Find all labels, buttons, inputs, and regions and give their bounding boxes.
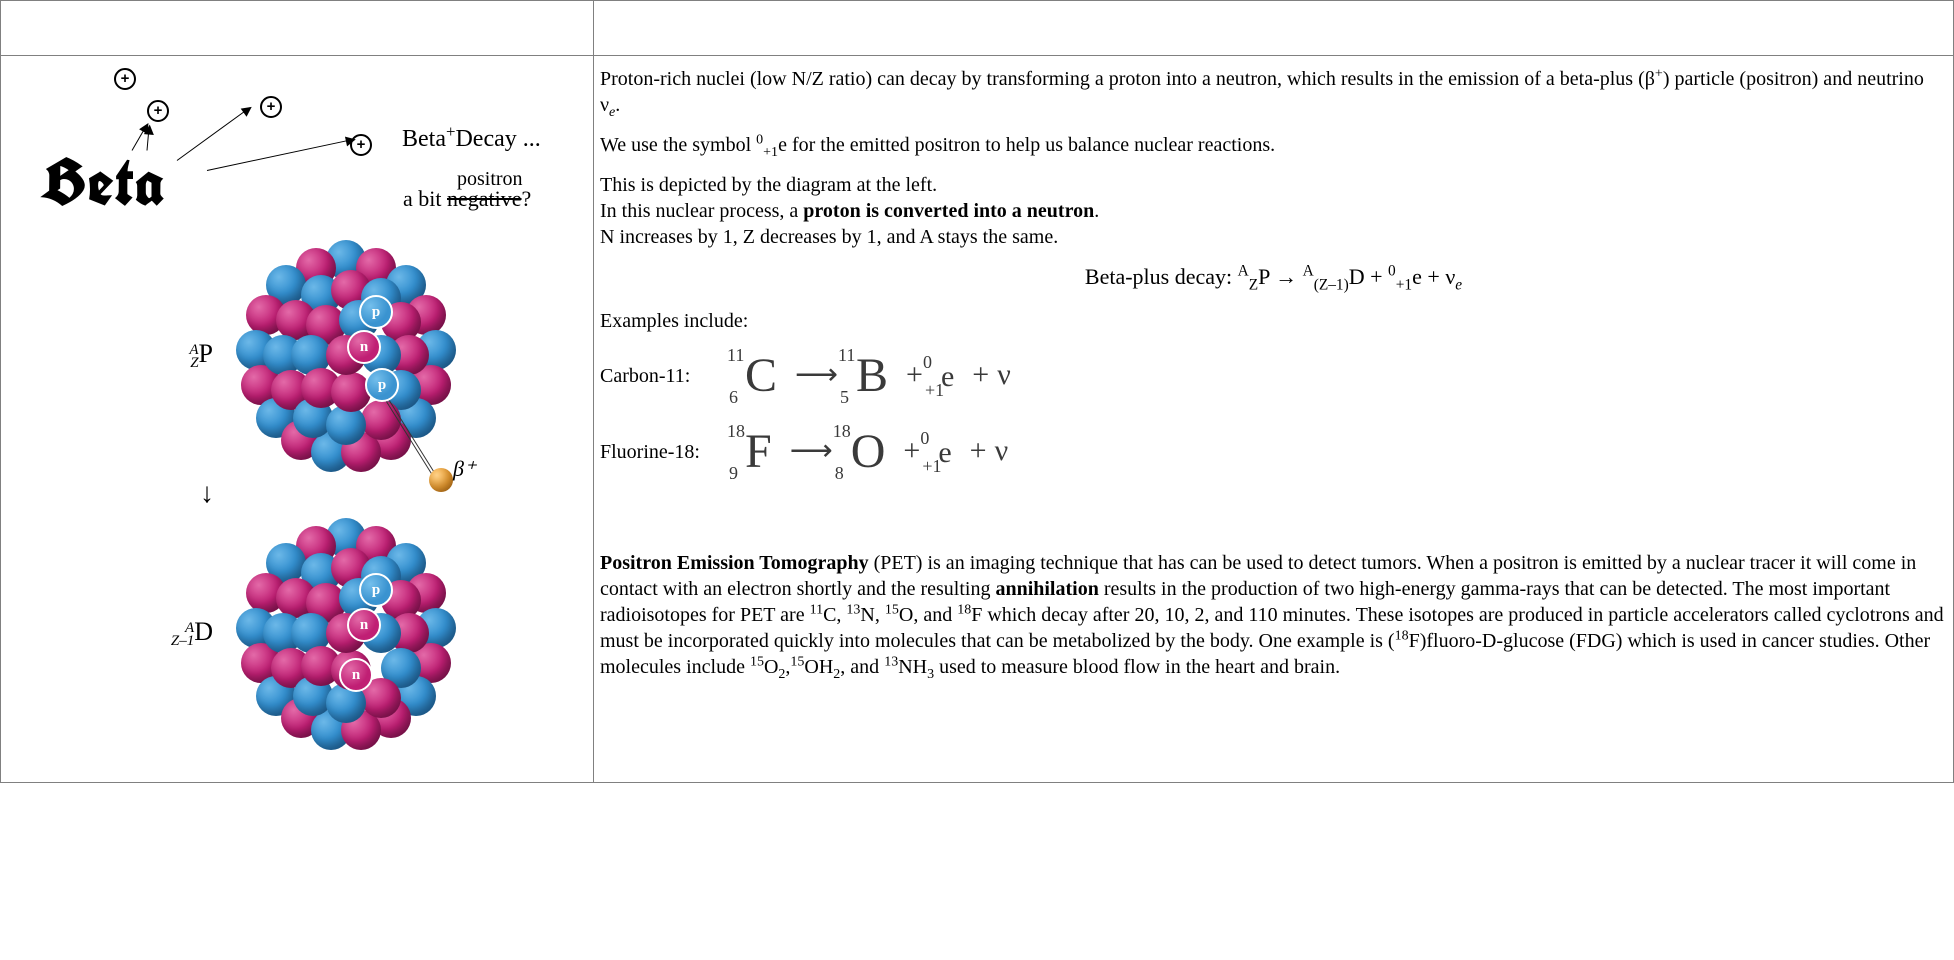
nucleon-tag-n: n bbox=[347, 608, 381, 642]
ex1-label: Carbon-11: bbox=[600, 365, 710, 388]
examples-heading: Examples include: bbox=[600, 308, 1947, 334]
nucleon-tag-n: n bbox=[339, 658, 373, 692]
example-fluorine18: Fluorine-18: 189F⟶188O+0+1e+ν bbox=[600, 428, 1947, 476]
intro-para-1: Proton-rich nuclei (low N/Z ratio) can d… bbox=[600, 66, 1947, 118]
p3-line3: N increases by 1, Z decreases by 1, and … bbox=[600, 226, 1058, 248]
parent-label: AZP bbox=[133, 339, 231, 370]
beta-word: Beta bbox=[41, 140, 166, 224]
plus-icon: + bbox=[114, 68, 136, 90]
parent-nucleus: β⁺ pnp bbox=[231, 240, 461, 470]
ex2-label: Fluorine-18: bbox=[600, 441, 710, 464]
nucleon-tag-p: p bbox=[365, 368, 399, 402]
nucleon-tag-n: n bbox=[347, 330, 381, 364]
daughter-label: AZ–1D bbox=[133, 617, 231, 648]
p3-line2: In this nuclear process, a proton is con… bbox=[600, 200, 1099, 222]
intro-para-3: This is depicted by the diagram at the l… bbox=[600, 172, 1947, 250]
positron-particle bbox=[429, 468, 453, 492]
p3-line1: This is depicted by the diagram at the l… bbox=[600, 174, 937, 196]
pet-para: Positron Emission Tomography (PET) is an… bbox=[600, 550, 1947, 680]
daughter-nucleus: pnn bbox=[231, 518, 461, 748]
beta-plus-label: β⁺ bbox=[453, 456, 476, 482]
neutron-ball bbox=[331, 372, 371, 412]
text-cell: Proton-rich nuclei (low N/Z ratio) can d… bbox=[594, 56, 1954, 783]
beta-banner: Beta Beta+Decay ... positron a bit negat… bbox=[17, 60, 577, 220]
nucleon-tag-p: p bbox=[359, 295, 393, 329]
plus-icon: + bbox=[260, 96, 282, 118]
emission-arrow-icon bbox=[207, 139, 354, 171]
banner-title: Beta+Decay ... bbox=[402, 126, 541, 153]
banner-negative: a bit negative? bbox=[403, 186, 531, 212]
emission-arrow-icon bbox=[177, 107, 250, 161]
intro-para-2: We use the symbol 0+1e for the emitted p… bbox=[600, 132, 1947, 158]
plus-icon: + bbox=[147, 100, 169, 122]
nucleon-tag-p: p bbox=[359, 573, 393, 607]
decay-formula: Beta-plus decay: AZP → A(Z–1)D + 0+1e + … bbox=[600, 264, 1947, 290]
decay-arrow-icon: ↓ bbox=[187, 478, 227, 510]
example-carbon11: Carbon-11: 116C⟶115B+0+1e+ν bbox=[600, 352, 1947, 400]
neutron-ball bbox=[361, 400, 401, 440]
nucleus-diagram: AZP β⁺ pnp ↓ AZ–1D pnn bbox=[7, 240, 587, 748]
page-layout-table: Beta Beta+Decay ... positron a bit negat… bbox=[0, 0, 1954, 783]
diagram-cell: Beta Beta+Decay ... positron a bit negat… bbox=[1, 56, 594, 783]
